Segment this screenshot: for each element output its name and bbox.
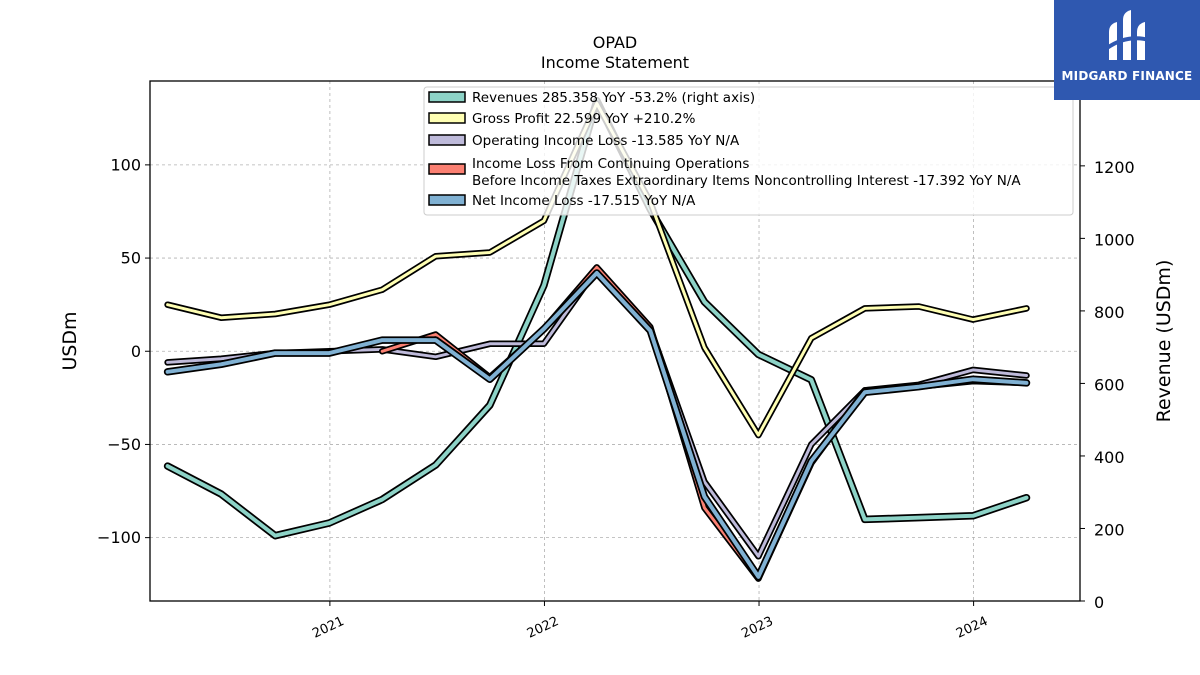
- y2-tick-label: 0: [1094, 593, 1104, 612]
- series-line: [380, 265, 1028, 581]
- series-outline: [378, 264, 1030, 582]
- y2-tick-label: 600: [1094, 375, 1125, 394]
- x-tick-label: 2022: [525, 614, 561, 642]
- brand-logo: MIDGARD FINANCE: [1054, 0, 1200, 100]
- y-tick-label: 100: [110, 155, 141, 174]
- legend-box: [423, 86, 1074, 216]
- legend-label: Before Income Taxes Extraordinary Items …: [472, 173, 1021, 189]
- x-axis: 2021 2022 2023 2024: [310, 601, 990, 642]
- y2-axis-label: Revenue (USDm): [1153, 260, 1175, 423]
- chart-subtitle: Income Statement: [541, 53, 689, 72]
- chart-title: OPAD: [593, 33, 637, 52]
- y-tick-label: −50: [107, 435, 141, 454]
- y2-tick-label: 400: [1094, 448, 1125, 467]
- y2-tick-label: 200: [1094, 520, 1125, 539]
- y-axis-label: USDm: [59, 311, 81, 370]
- y2-tick-label: 1000: [1094, 230, 1135, 249]
- legend-label: Income Loss From Continuing Operations: [472, 156, 749, 172]
- legend-swatch: [428, 163, 466, 175]
- y-axis-left: −100 −50 0 50 100: [97, 155, 150, 547]
- legend-swatch: [428, 194, 466, 206]
- y-tick-label: 0: [131, 342, 141, 361]
- x-tick-label: 2024: [954, 614, 990, 642]
- logo-mark-icon: [1105, 10, 1150, 60]
- brand-name: MIDGARD FINANCE: [1061, 69, 1193, 83]
- legend-swatch: [428, 112, 466, 124]
- y-axis-right: 0 200 400 600 800 1000 1200: [1080, 158, 1135, 612]
- legend-label: Operating Income Loss -13.585 YoY N/A: [472, 133, 740, 149]
- y-tick-label: −100: [97, 528, 141, 547]
- legend-swatch: [428, 91, 466, 103]
- y-tick-label: 50: [121, 249, 141, 268]
- plot-frame: [149, 80, 1081, 602]
- series-line: [165, 271, 1029, 579]
- legend-label: Net Income Loss -17.515 YoY N/A: [472, 193, 696, 209]
- legend-label: Gross Profit 22.599 YoY +210.2%: [472, 111, 696, 127]
- legend-swatch: [428, 134, 466, 146]
- legend-label: Revenues 285.358 YoY -53.2% (right axis): [472, 90, 755, 106]
- y2-tick-label: 800: [1094, 303, 1125, 322]
- x-tick-label: 2023: [739, 614, 775, 642]
- y2-tick-label: 1200: [1094, 158, 1135, 177]
- legend: Revenues 285.358 YoY -53.2% (right axis)…: [423, 86, 1074, 216]
- x-tick-label: 2021: [310, 614, 346, 642]
